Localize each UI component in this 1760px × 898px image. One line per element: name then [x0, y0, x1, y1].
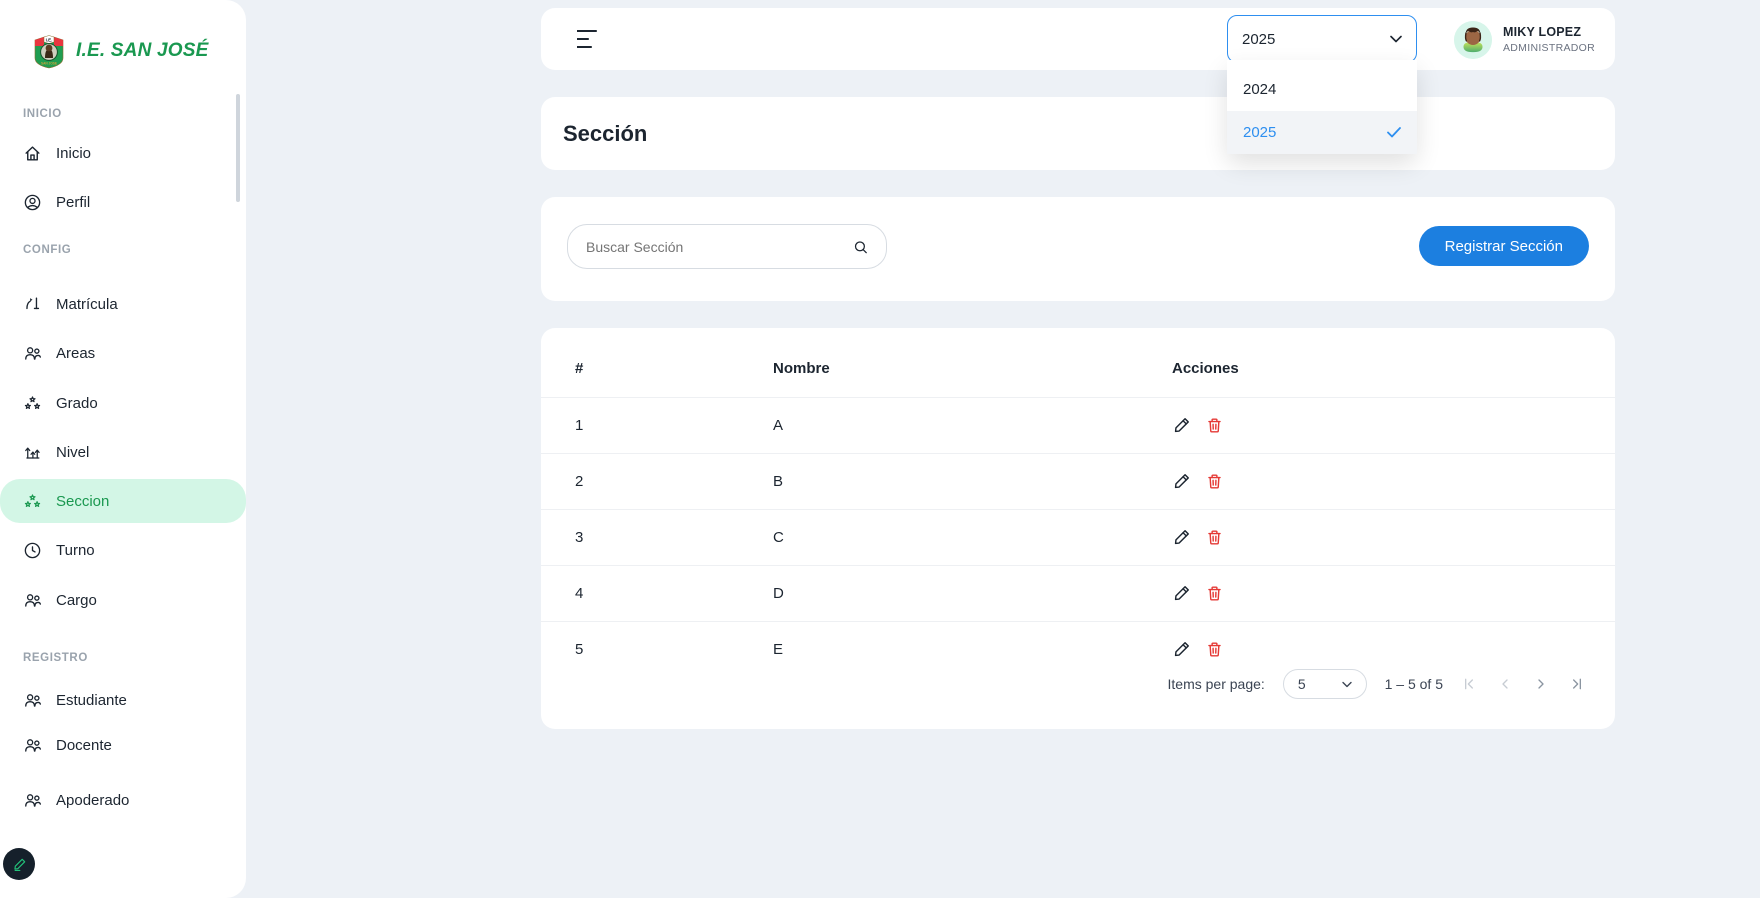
- svg-text:I.E.: I.E.: [46, 38, 53, 43]
- svg-text:SAN JOSE: SAN JOSE: [41, 62, 57, 66]
